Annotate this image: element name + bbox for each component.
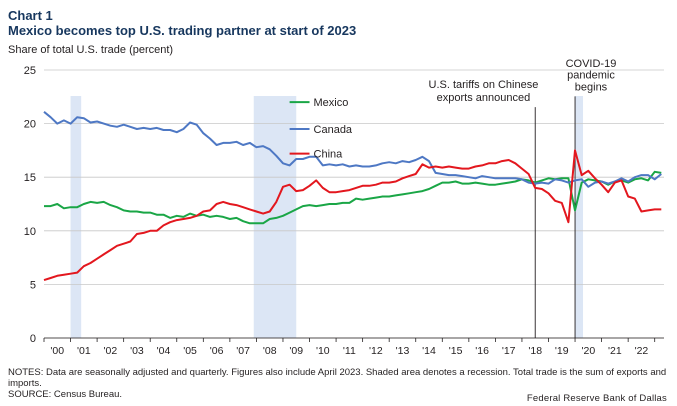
x-tick-label: '08 — [263, 345, 277, 357]
x-tick-label: '10 — [316, 345, 330, 357]
series-line-mexico — [44, 170, 662, 225]
x-tick-label: '11 — [343, 345, 356, 357]
y-tick-label: 0 — [30, 333, 36, 345]
y-tick-label: 5 — [30, 279, 36, 291]
y-tick-label: 20 — [24, 119, 36, 131]
x-tick-label: '16 — [475, 345, 489, 357]
x-tick-label: '05 — [183, 345, 197, 357]
x-tick-label: '21 — [608, 345, 622, 357]
recession-band — [70, 96, 82, 338]
y-axis-label: Share of total U.S. trade (percent) — [8, 44, 174, 56]
y-tick-label: 10 — [24, 226, 36, 238]
x-tick-label: '12 — [369, 345, 383, 357]
x-tick-label: '01 — [77, 345, 91, 357]
series-line-canada — [43, 111, 662, 188]
series-line-china — [43, 149, 662, 282]
x-tick-label: '22 — [635, 345, 649, 357]
event-annotation: U.S. tariffs on Chinese — [429, 79, 539, 91]
x-tick-label: '13 — [396, 345, 410, 357]
legend-label-china: China — [314, 149, 344, 161]
x-tick-label: '18 — [528, 345, 542, 357]
x-tick-label: '04 — [157, 345, 171, 357]
x-tick-label: '03 — [130, 345, 144, 357]
x-tick-label: '09 — [289, 345, 303, 357]
event-annotation: begins — [575, 81, 608, 93]
x-tick-label: '17 — [502, 345, 516, 357]
x-tick-label: '20 — [581, 345, 595, 357]
x-tick-label: '14 — [422, 345, 436, 357]
x-tick-label: '19 — [555, 345, 569, 357]
credit-text: Federal Reserve Bank of Dallas — [526, 393, 667, 404]
chart-title: Mexico becomes top U.S. trading partner … — [8, 23, 357, 38]
recession-band — [253, 96, 297, 338]
chart-notes: NOTES: Data are seasonally adjusted and … — [8, 367, 673, 400]
notes-text: NOTES: Data are seasonally adjusted and … — [8, 367, 667, 389]
y-tick-label: 25 — [24, 65, 36, 77]
source-text: SOURCE: Census Bureau. — [8, 389, 123, 400]
x-tick-label: '02 — [104, 345, 118, 357]
legend-label-canada: Canada — [314, 124, 353, 136]
chart-label: Chart 1 — [8, 8, 53, 23]
x-tick-label: '07 — [236, 345, 250, 357]
y-tick-label: 15 — [24, 172, 36, 184]
event-annotation: exports announced — [437, 92, 531, 104]
x-tick-label: '00 — [50, 345, 64, 357]
legend-label-mexico: Mexico — [314, 97, 349, 109]
event-annotation: COVID-19 — [566, 58, 617, 70]
recession-band — [575, 96, 584, 338]
event-annotation: pandemic — [567, 70, 615, 82]
x-tick-label: '06 — [210, 345, 224, 357]
x-tick-label: '15 — [449, 345, 463, 357]
